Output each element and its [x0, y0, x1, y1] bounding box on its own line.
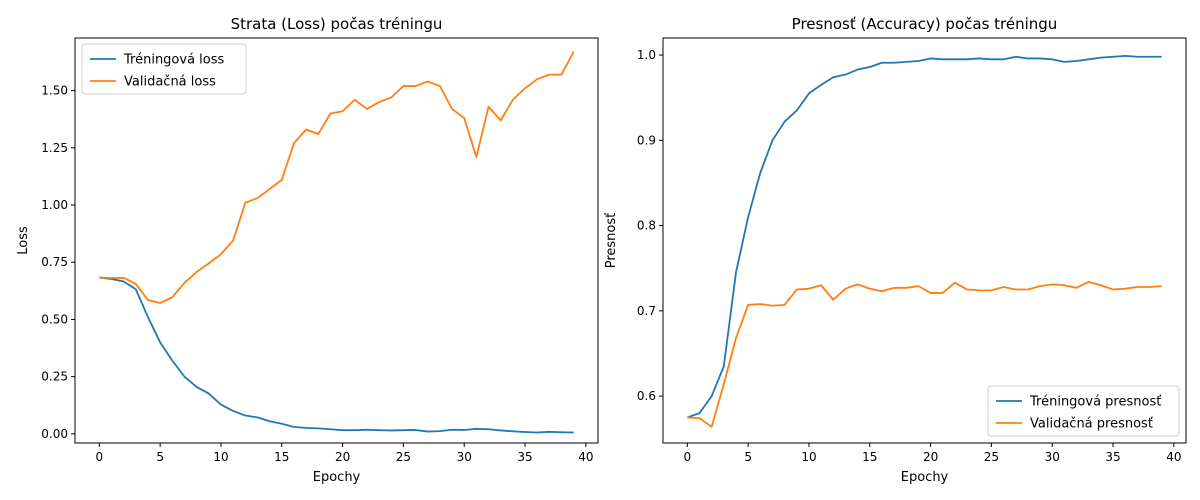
y-tick-label: 1.00 — [41, 198, 68, 212]
y-axis-label: Loss — [16, 226, 31, 255]
x-tick-label: 0 — [684, 450, 692, 464]
x-tick-label: 35 — [1105, 450, 1120, 464]
chart-title: Strata (Loss) počas tréningu — [231, 15, 443, 33]
x-tick-label: 0 — [96, 450, 104, 464]
y-tick-label: 0.00 — [41, 427, 68, 441]
chart-title: Presnosť (Accuracy) počas tréningu — [792, 15, 1058, 33]
x-tick-label: 10 — [801, 450, 816, 464]
x-tick-label: 10 — [213, 450, 228, 464]
axes-frame — [662, 37, 1187, 444]
x-tick-label: 20 — [923, 450, 938, 464]
y-tick-label: 0.6 — [637, 389, 656, 403]
series-line-1 — [687, 280, 1162, 428]
x-tick-label: 35 — [517, 450, 532, 464]
x-tick-label: 40 — [578, 450, 593, 464]
axes-frame — [74, 37, 599, 444]
x-tick-label: 25 — [984, 450, 999, 464]
legend: Tréningová loss Validačná loss — [81, 43, 247, 95]
x-tick-label: 40 — [1166, 450, 1181, 464]
y-tick-label: 1.50 — [41, 84, 68, 98]
y-tick-label: 0.8 — [637, 219, 656, 233]
x-tick-label: 5 — [156, 450, 164, 464]
legend: Tréningová presnosť Validačná presnosť — [987, 385, 1180, 437]
accuracy-chart: Presnosť (Accuracy) počas tréningu 0 5 10 15… — [604, 15, 1187, 485]
y-tick-label: 1.0 — [637, 48, 656, 62]
y-tick-label: 0.7 — [637, 304, 656, 318]
series-line-0 — [687, 55, 1162, 419]
legend-box — [987, 385, 1180, 437]
x-axis-label: Epochy — [313, 470, 361, 485]
y-tick-label: 0.75 — [41, 255, 68, 269]
x-axis-label: Epochy — [901, 470, 949, 485]
y-tick-label: 0.25 — [41, 370, 68, 384]
x-tick-label: 5 — [744, 450, 752, 464]
y-axis-label: Presnosť — [604, 213, 619, 269]
y-tick-label: 0.50 — [41, 312, 68, 326]
x-tick-label: 15 — [862, 450, 877, 464]
x-tick-label: 30 — [457, 450, 472, 464]
x-tick-label: 15 — [274, 450, 289, 464]
loss-chart: Strata (Loss) počas tréningu 0 5 10 15 20 25 30… — [16, 15, 599, 485]
legend-entry: Validačná presnosť — [1030, 417, 1153, 432]
x-tick-label: 20 — [335, 450, 350, 464]
series-line-0 — [99, 276, 574, 434]
series-line-1 — [99, 51, 575, 304]
legend-entry: Validačná loss — [124, 75, 216, 90]
legend-box — [81, 43, 247, 95]
x-tick-label: 25 — [396, 450, 411, 464]
legend-entry: Tréningová loss — [123, 53, 225, 68]
x-tick-label: 30 — [1045, 450, 1060, 464]
y-tick-label: 0.9 — [637, 133, 656, 147]
y-tick-label: 1.25 — [41, 141, 68, 155]
legend-entry: Tréningová presnosť — [1029, 395, 1161, 410]
